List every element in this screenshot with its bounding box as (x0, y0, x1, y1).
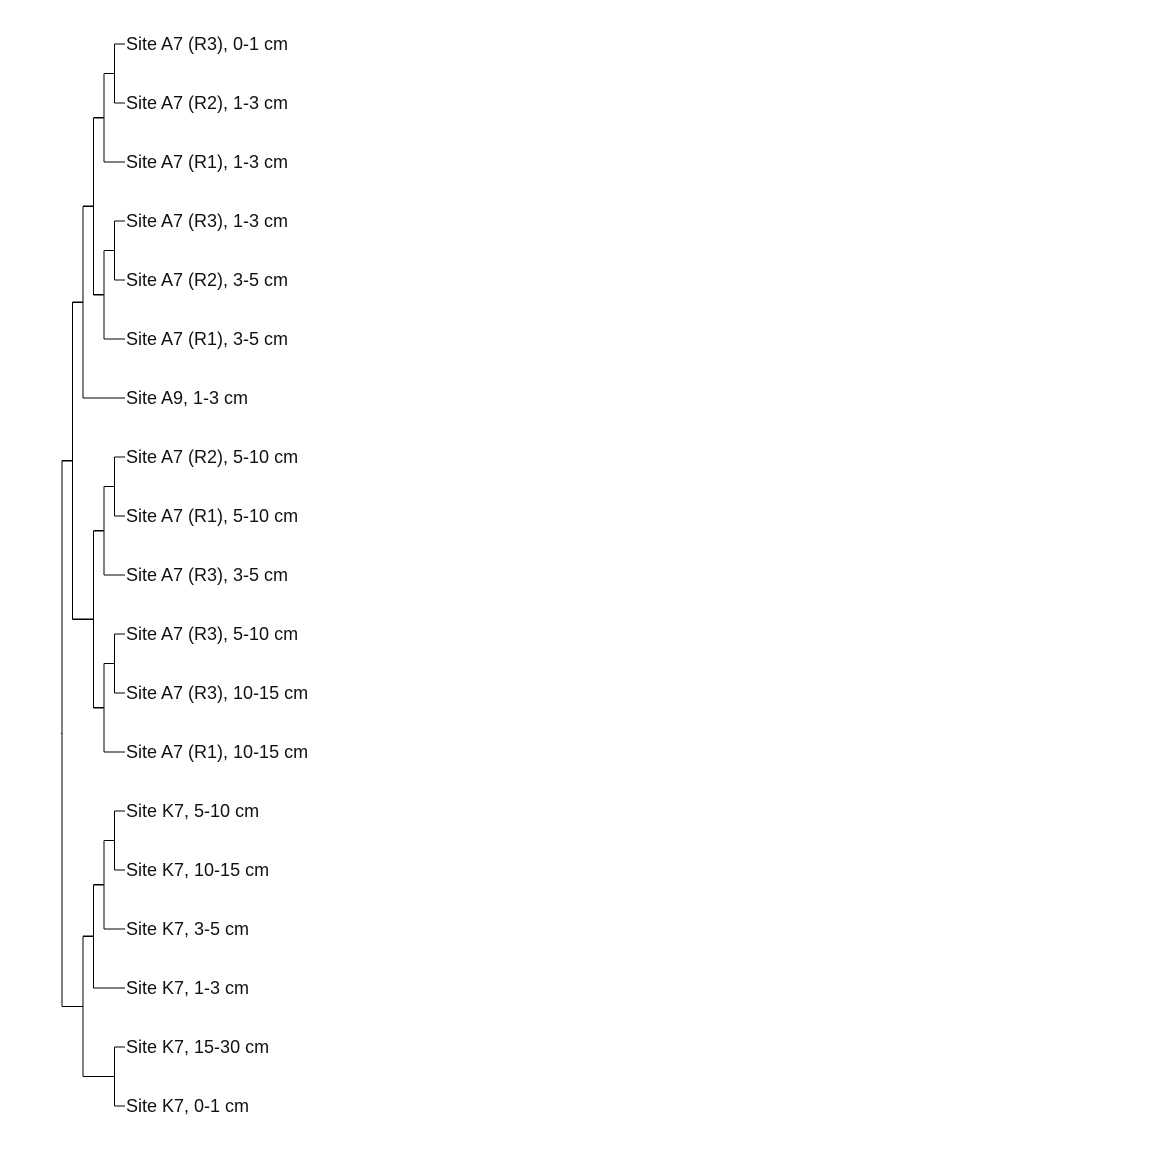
dendrogram-leaf-labels: Site A7 (R3), 0-1 cm Site A7 (R2), 1-3 cm… (126, 34, 308, 1116)
leaf-label: Site A7 (R1), 1-3 cm (126, 152, 288, 172)
leaf-label: Site K7, 3-5 cm (126, 919, 249, 939)
leaf-label: Site A7 (R2), 1-3 cm (126, 93, 288, 113)
leaf-label: Site K7, 15-30 cm (126, 1037, 269, 1057)
leaf-label: Site A7 (R3), 1-3 cm (126, 211, 288, 231)
leaf-label: Site A7 (R1), 10-15 cm (126, 742, 308, 762)
leaf-label: Site A9, 1-3 cm (126, 388, 248, 408)
leaf-label: Site K7, 1-3 cm (126, 978, 249, 998)
leaf-label: Site A7 (R1), 3-5 cm (126, 329, 288, 349)
leaf-label: Site K7, 10-15 cm (126, 860, 269, 880)
leaf-label: Site A7 (R3), 3-5 cm (126, 565, 288, 585)
leaf-label: Site A7 (R3), 5-10 cm (126, 624, 298, 644)
dendrogram-branches (61, 43, 125, 1107)
leaf-label: Site K7, 5-10 cm (126, 801, 259, 821)
leaf-label: Site A7 (R3), 0-1 cm (126, 34, 288, 54)
leaf-label: Site A7 (R1), 5-10 cm (126, 506, 298, 526)
leaf-label: Site A7 (R2), 3-5 cm (126, 270, 288, 290)
leaf-label: Site A7 (R2), 5-10 cm (126, 447, 298, 467)
leaf-label: Site A7 (R3), 10-15 cm (126, 683, 308, 703)
leaf-label: Site K7, 0-1 cm (126, 1096, 249, 1116)
